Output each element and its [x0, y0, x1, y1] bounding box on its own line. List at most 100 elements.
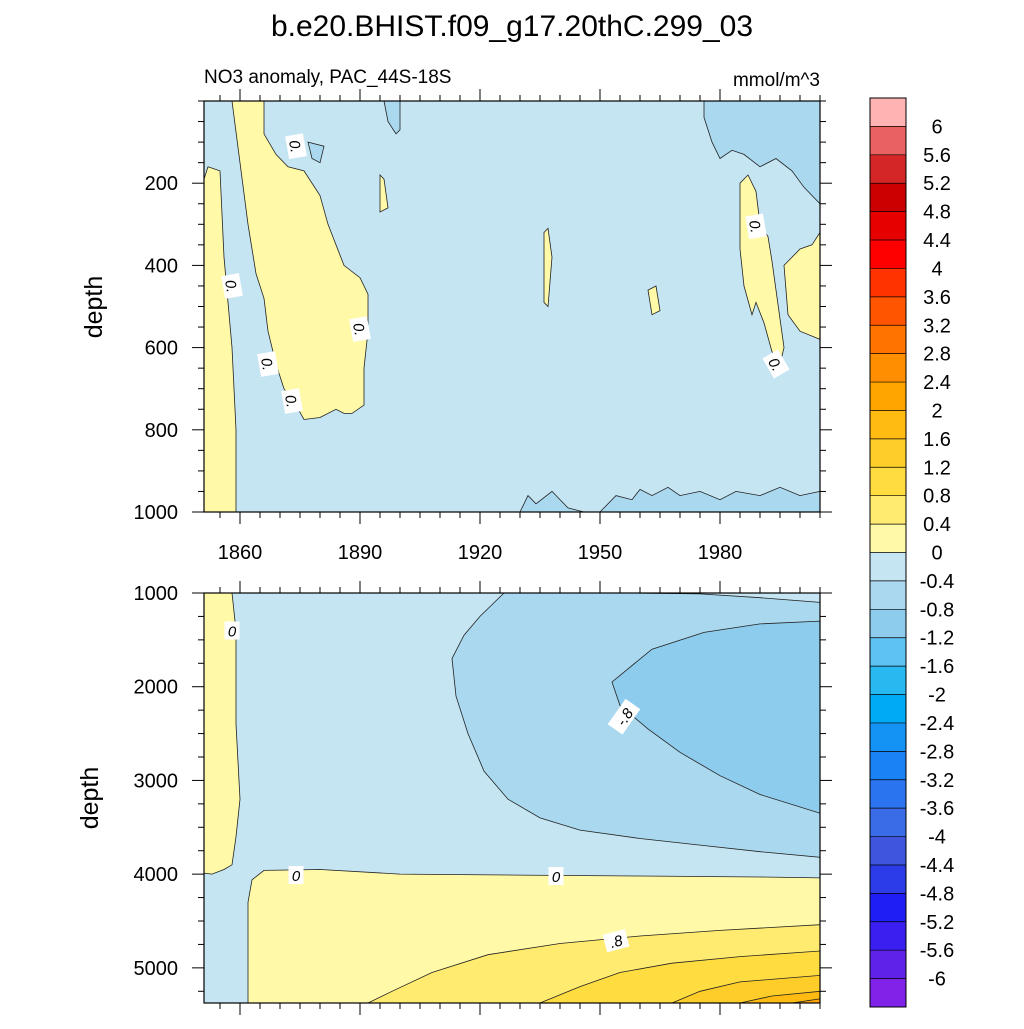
colorbar-label: -6: [928, 969, 946, 991]
bottom-contour-label-4: .8: [602, 929, 630, 953]
colorbar-swatch: [870, 722, 906, 752]
colorbar-swatch: [870, 268, 906, 298]
bottom-y-tick-label: 1000: [134, 583, 179, 605]
bottom-contour-label-bg-2: [548, 867, 564, 885]
colorbar-frame: [869, 97, 907, 1008]
top-contour-label-bg-4: [281, 388, 303, 414]
top-region-neg-bottom-right: [599, 486, 821, 513]
colorbar-label: -4.8: [920, 883, 954, 905]
top-panel-ylabel: depth: [80, 276, 108, 339]
colorbar-label: 2.4: [923, 372, 951, 394]
colorbar-swatch: [870, 524, 906, 553]
colorbar-swatch: [870, 978, 906, 1008]
colorbar-label: 1.6: [923, 429, 951, 451]
bottom-contour-label-bg-1: [288, 866, 304, 885]
bottom-contour-label-bg-0: [224, 621, 240, 640]
colorbar-swatch: [870, 836, 906, 866]
bottom-y-tick-label: 3000: [134, 770, 179, 792]
colorbar-label: 0.4: [923, 514, 951, 536]
colorbar-swatch: [870, 382, 906, 411]
colorbar-swatch: [870, 467, 906, 497]
colorbar-label: 0: [931, 543, 942, 565]
top-region-pos-1963: [647, 285, 661, 316]
top-region-pos-1895: [379, 174, 389, 213]
colorbar-label: 5.6: [923, 145, 951, 167]
colorbar: 6 5.6 5.2 4.8 4.4 4 3.6 3.2 2.8 2.4 2 1.6 1.2 0.8 0.4 0…: [869, 97, 954, 1008]
colorbar-swatch: [870, 808, 906, 837]
colorbar-swatch: [870, 637, 906, 667]
colorbar-swatch: [870, 580, 906, 610]
top-contour-label-text-3: 0.: [257, 357, 276, 372]
x-tick-label: 1920: [458, 542, 503, 564]
bottom-contour-label-text-4: .8: [608, 932, 625, 952]
colorbar-label: 6: [931, 116, 942, 138]
colorbar-swatch: [870, 921, 906, 951]
colorbar-swatch: [870, 183, 906, 213]
top-panel: 0. 0. 0. 0. 0. 0. 0. 200 400 600 800 1000 1860 1890 19…: [134, 89, 832, 564]
top-contour-label-bg-3: [257, 351, 279, 377]
colorbar-swatch: [870, 751, 906, 781]
colorbar-label: -1.2: [920, 628, 954, 650]
top-contour-label-bg-5: [745, 213, 767, 240]
top-contour-label-bg-0: [285, 133, 307, 160]
colorbar-label: 4.8: [923, 202, 951, 224]
top-y-tick-label: 1000: [134, 502, 179, 524]
colorbar-label: 2: [931, 400, 942, 422]
colorbar-swatch: [870, 98, 906, 127]
colorbar-label: 3.6: [923, 287, 951, 309]
top-y-tick-label: 400: [145, 255, 178, 277]
top-contour-label-text-0: 0.: [285, 139, 304, 154]
colorbar-swatch: [870, 495, 906, 525]
colorbar-label: -5.6: [920, 940, 954, 962]
colorbar-label: -0.4: [920, 571, 954, 593]
bottom-y-tick-label: 5000: [134, 958, 179, 980]
chart-subtitle: NO3 anomaly, PAC_44S-18S: [204, 67, 451, 88]
colorbar-swatch: [870, 126, 906, 156]
bottom-panel-ylabel: depth: [76, 767, 104, 830]
top-contour-label-bg-2: [349, 316, 371, 342]
top-contour-label-text-5: 0.: [745, 219, 764, 234]
colorbar-swatch: [870, 211, 906, 241]
colorbar-swatch: [870, 666, 906, 695]
colorbar-label: 0.8: [923, 486, 951, 508]
top-contour-label-4: 0.: [281, 388, 303, 414]
top-contour-label-0: 0.: [285, 133, 307, 160]
bottom-contour-label-0: 0: [224, 621, 240, 641]
bottom-panel-frame: [203, 592, 821, 1004]
colorbar-label: -2.4: [920, 713, 954, 735]
top-contour-label-6: 0.: [762, 349, 790, 379]
colorbar-swatch: [870, 779, 906, 809]
bottom-y-tick-label: 4000: [134, 864, 179, 886]
top-region-pos-1870s: [231, 100, 369, 420]
top-contour-label-text-1: 0.: [221, 279, 240, 294]
colorbar-label: -3.2: [920, 770, 954, 792]
top-y-tick-label: 200: [145, 173, 178, 195]
colorbar-swatch: [870, 893, 906, 923]
colorbar-label: -4.4: [920, 855, 954, 877]
colorbar-label: 4.4: [923, 230, 951, 252]
colorbar-label: -2.8: [920, 741, 954, 763]
colorbar-swatch: [870, 410, 906, 440]
bottom-y-tick-label: 2000: [134, 677, 179, 699]
bottom-contour-label-text-0: 0: [228, 624, 237, 641]
colorbar-label: -3.6: [920, 798, 954, 820]
bottom-region-pos-left: [203, 592, 241, 875]
top-contour-label-bg-1: [221, 273, 243, 299]
x-tick-label: 1980: [698, 542, 743, 564]
colorbar-swatch: [870, 353, 906, 383]
colorbar-label: -2: [928, 685, 946, 707]
colorbar-label: -5.2: [920, 912, 954, 934]
colorbar-swatch: [870, 325, 906, 355]
colorbar-label: 2.8: [923, 344, 951, 366]
top-contour-label-5: 0.: [745, 213, 767, 240]
colorbar-swatch: [870, 240, 906, 269]
chart-title: b.e20.BHIST.f09_g17.20thC.299_03: [271, 10, 753, 43]
colorbar-swatch: [870, 552, 906, 582]
colorbar-swatch: [870, 950, 906, 979]
colorbar-swatch: [870, 154, 906, 184]
colorbar-label: -1.6: [920, 656, 954, 678]
bottom-contour-label-text-2: 0: [552, 869, 561, 886]
